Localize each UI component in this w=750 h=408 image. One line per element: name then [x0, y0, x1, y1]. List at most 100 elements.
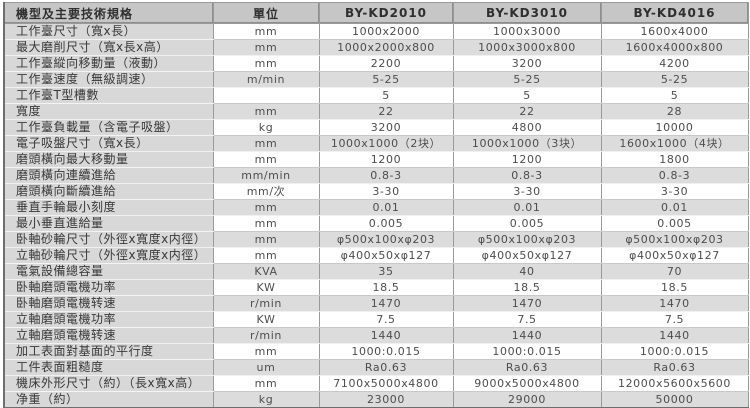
- value-cell: 5-25: [318, 71, 454, 88]
- value-cell: 1470: [600, 295, 749, 312]
- unit-cell: mm: [212, 103, 320, 120]
- value-cell: 1470: [318, 295, 454, 312]
- value-cell: 1200: [318, 151, 454, 168]
- spec-row: 磨頭橫向斷續進給 mm/次 3-30 3-30 3-30: [3, 183, 749, 200]
- spec-row: 工作臺縱向移動量（液動） mm 2200 3200 4200: [3, 55, 749, 72]
- value-cell: 3-30: [452, 183, 602, 200]
- value-cell: 5: [318, 87, 454, 104]
- value-cell: 1000:0.015: [452, 343, 602, 360]
- spec-label-cell: 工作臺T型槽數: [3, 87, 214, 104]
- unit-cell: mm: [212, 135, 320, 152]
- unit-cell: m/min: [212, 71, 320, 88]
- value-cell: 28: [600, 103, 749, 120]
- unit-cell: kg: [212, 119, 320, 136]
- value-cell: Ra0.63: [452, 359, 602, 376]
- value-cell: φ400x50xφ127: [318, 247, 454, 264]
- value-cell: φ500x100xφ203: [600, 231, 749, 248]
- spec-label-cell: 垂直手輪最小刻度: [3, 199, 214, 216]
- spec-row: 電氣設備總容量 KVA 35 40 70: [3, 263, 749, 280]
- value-cell: 0.01: [452, 199, 602, 216]
- value-cell: 22: [318, 103, 454, 120]
- header-row: 機型及主要技術規格 單位 BY-KD2010 BY-KD3010 BY-KD40…: [3, 2, 749, 24]
- value-cell: 35: [318, 263, 454, 280]
- model-column-header-by-kd2010: BY-KD2010: [318, 2, 454, 24]
- value-cell: 1000x3000x800: [452, 39, 602, 56]
- value-cell: 1600x4000: [600, 23, 749, 40]
- spec-row: 立軸砂輪尺寸（外徑x寬度x内徑） mm φ400x50xφ127 φ400x50xφ1…: [3, 247, 749, 264]
- value-cell: 0.005: [318, 215, 454, 232]
- spec-row: 最大磨削尺寸（寬x長x高） mm 1000x2000x800 1000x3000x80…: [3, 39, 749, 56]
- value-cell: 0.8-3: [452, 167, 602, 184]
- value-cell: 12000x5600x5600: [600, 375, 749, 392]
- value-cell: 3200: [318, 119, 454, 136]
- value-cell: 0.8-3: [600, 167, 749, 184]
- spec-label-cell: 機床外形尺寸（約）（長x寬x高）: [3, 375, 214, 392]
- spec-row: 卧軸磨頭電機功率 KW 18.5 18.5 18.5: [3, 279, 749, 296]
- spec-label-cell: 卧軸磨頭電機转速: [3, 295, 214, 312]
- value-cell: 5: [600, 87, 749, 104]
- unit-cell: mm: [212, 215, 320, 232]
- value-cell: 1000x2000x800: [318, 39, 454, 56]
- unit-cell: [212, 87, 320, 104]
- value-cell: 29000: [452, 391, 602, 408]
- model-column-header-by-kd4016: BY-KD4016: [600, 2, 749, 24]
- spec-label-cell: 磨頭橫向斷續進給: [3, 183, 214, 200]
- value-cell: 7.5: [318, 311, 454, 328]
- unit-cell: mm: [212, 23, 320, 40]
- spec-label-cell: 工作臺縱向移動量（液動）: [3, 55, 214, 72]
- spec-label-cell: 工作臺速度（無級調速）: [3, 71, 214, 88]
- spec-label-cell: 立軸砂輪尺寸（外徑x寬度x内徑）: [3, 247, 214, 264]
- value-cell: 1600x4000x800: [600, 39, 749, 56]
- spec-row: 機床外形尺寸（約）（長x寬x高） mm 7100x5000x4800 9000x500…: [3, 375, 749, 392]
- unit-cell: mm: [212, 231, 320, 248]
- value-cell: 7.5: [452, 311, 602, 328]
- value-cell: 1440: [452, 327, 602, 344]
- spec-row: 電子吸盤尺寸（寬x長） mm 1000x1000（2块） 1000x1000（3块） 1…: [3, 135, 749, 152]
- spec-row: 卧軸磨頭電機转速 r/min 1470 1470 1470: [3, 295, 749, 312]
- spec-label-cell: 工作臺尺寸（寬x長）: [3, 23, 214, 40]
- spec-label-cell: 最大磨削尺寸（寬x長x高）: [3, 39, 214, 56]
- spec-row: 磨頭橫向最大移動量 mm 1200 1200 1800: [3, 151, 749, 168]
- unit-cell: mm: [212, 343, 320, 360]
- value-cell: 1200: [452, 151, 602, 168]
- spec-label-cell: 卧軸砂輪尺寸（外徑x寬度x内徑）: [3, 231, 214, 248]
- spec-row: 磨頭橫向連續進給 mm/min 0.8-3 0.8-3 0.8-3: [3, 167, 749, 184]
- unit-cell: KW: [212, 311, 320, 328]
- spec-label-cell: 工作臺負載量（含電子吸盤）: [3, 119, 214, 136]
- unit-cell: mm: [212, 199, 320, 216]
- unit-column-header: 單位: [212, 2, 320, 24]
- spec-column-header: 機型及主要技術規格: [3, 2, 214, 24]
- spec-label-cell: 净重（約）: [3, 391, 214, 408]
- value-cell: 1000x2000: [318, 23, 454, 40]
- value-cell: 50000: [600, 391, 749, 408]
- spec-label-cell: 最小垂直進給量: [3, 215, 214, 232]
- value-cell: 1000:0.015: [318, 343, 454, 360]
- spec-row: 垂直手輪最小刻度 mm 0.01 0.01 0.01: [3, 199, 749, 216]
- spec-row: 加工表面對基面的平行度 mm 1000:0.015 1000:0.015 1000:0.…: [3, 343, 749, 360]
- spec-row: 工作臺T型槽數 5 5 5: [3, 87, 749, 104]
- value-cell: 70: [600, 263, 749, 280]
- value-cell: 4800: [452, 119, 602, 136]
- value-cell: 40: [452, 263, 602, 280]
- unit-cell: mm: [212, 55, 320, 72]
- spec-label-cell: 電氣設備總容量: [3, 263, 214, 280]
- spec-row: 立軸磨頭電機功率 KW 7.5 7.5 7.5: [3, 311, 749, 328]
- value-cell: 7100x5000x4800: [318, 375, 454, 392]
- value-cell: 1000x1000（2块）: [318, 135, 454, 152]
- unit-cell: r/min: [212, 327, 320, 344]
- unit-cell: mm: [212, 247, 320, 264]
- unit-cell: mm: [212, 151, 320, 168]
- spec-row: 工作臺負載量（含電子吸盤） kg 3200 4800 10000: [3, 119, 749, 136]
- value-cell: 2200: [318, 55, 454, 72]
- spec-row: 工件表面粗糙度 um Ra0.63 Ra0.63 Ra0.63: [3, 359, 749, 376]
- spec-label-cell: 立軸磨頭電機转速: [3, 327, 214, 344]
- value-cell: 5-25: [452, 71, 602, 88]
- value-cell: φ400x50xφ127: [452, 247, 602, 264]
- value-cell: 4200: [600, 55, 749, 72]
- value-cell: 5: [452, 87, 602, 104]
- value-cell: 1800: [600, 151, 749, 168]
- machine-spec-table: 機型及主要技術規格 單位 BY-KD2010 BY-KD3010 BY-KD40…: [3, 2, 749, 408]
- spec-label-cell: 磨頭橫向最大移動量: [3, 151, 214, 168]
- spec-label-cell: 立軸磨頭電機功率: [3, 311, 214, 328]
- spec-label-cell: 磨頭橫向連續進給: [3, 167, 214, 184]
